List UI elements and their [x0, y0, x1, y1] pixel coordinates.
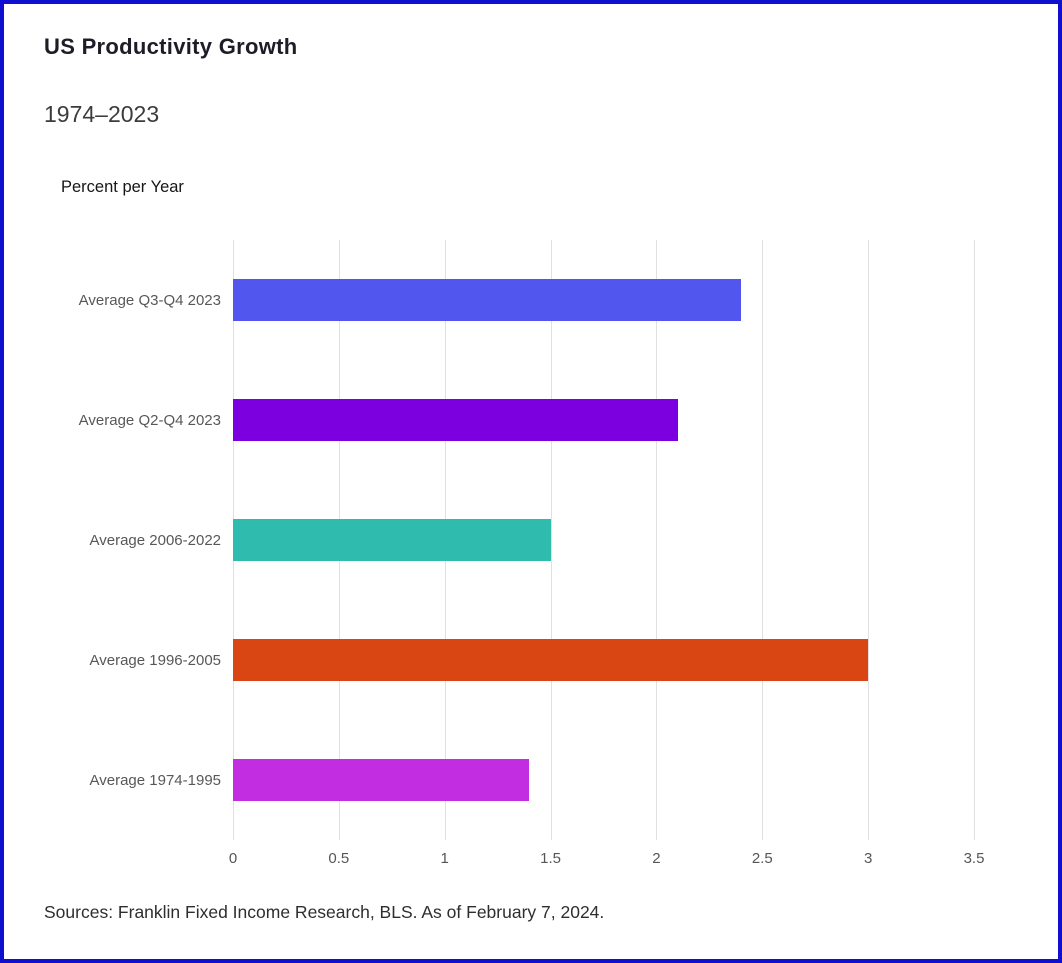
bar-cell	[233, 480, 1022, 600]
x-tick-label: 1	[440, 850, 449, 867]
bar-cell	[233, 360, 1022, 480]
bar-q2-q4-2023	[233, 399, 678, 441]
bar-row: Average Q2-Q4 2023	[40, 360, 1022, 480]
source-note: Sources: Franklin Fixed Income Research,…	[44, 902, 605, 922]
x-tick-label: 2	[652, 850, 661, 867]
x-tick-label: 3	[863, 850, 873, 867]
bar-cell	[233, 600, 1022, 720]
bar-2006-2022	[233, 519, 551, 561]
x-tick-label: 0.5	[328, 850, 350, 867]
chart-title: US Productivity Growth	[44, 34, 298, 59]
bar-rows: Average Q3-Q4 2023 Average Q2-Q4 2023 Av…	[40, 240, 1022, 840]
axis-unit-label: Percent per Year	[61, 178, 184, 196]
bar-label: Average 2006-2022	[89, 531, 222, 549]
bar-label: Average 1996-2005	[89, 651, 222, 669]
bar-1996-2005	[233, 639, 869, 681]
bar-label: Average Q2-Q4 2023	[78, 411, 221, 429]
bar-label: Average 1974-1995	[89, 771, 222, 789]
bar-row: Average 1996-2005	[40, 600, 1022, 720]
x-tick-label: 2.5	[751, 850, 773, 867]
bar-chart: Average Q3-Q4 2023 Average Q2-Q4 2023 Av…	[40, 240, 1022, 876]
bar-row: Average 2006-2022	[40, 480, 1022, 600]
bar-row: Average 1974-1995	[40, 720, 1022, 840]
bar-row: Average Q3-Q4 2023	[40, 240, 1022, 360]
chart-subtitle: 1974–2023	[44, 101, 160, 127]
bar-label: Average Q3-Q4 2023	[78, 291, 221, 309]
x-tick-label: 0	[228, 850, 238, 867]
bar-1974-1995	[233, 759, 530, 801]
x-tick-label: 1.5	[540, 850, 561, 867]
x-axis: 0 0.5 1 1.5 2 2.5 3 3.5	[229, 840, 1023, 876]
x-tick-label: 3.5	[963, 850, 985, 867]
bar-q3-q4-2023	[233, 279, 742, 321]
bar-cell	[233, 240, 1022, 360]
bar-cell	[233, 720, 1022, 840]
